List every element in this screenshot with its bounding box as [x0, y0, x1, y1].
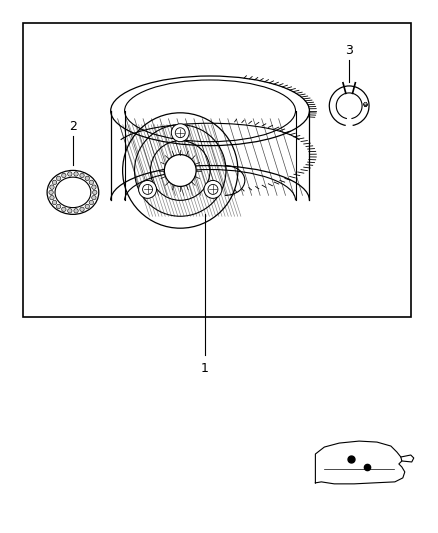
Text: 2: 2: [69, 119, 77, 133]
Circle shape: [364, 103, 367, 106]
Circle shape: [92, 196, 96, 200]
Circle shape: [364, 103, 367, 107]
Circle shape: [67, 172, 72, 176]
Circle shape: [74, 172, 78, 176]
Circle shape: [364, 102, 367, 105]
Circle shape: [74, 208, 78, 213]
Circle shape: [85, 176, 89, 181]
Text: 1: 1: [201, 362, 209, 375]
Circle shape: [364, 104, 367, 107]
Circle shape: [364, 103, 367, 106]
Circle shape: [364, 103, 367, 107]
Ellipse shape: [164, 155, 196, 187]
Circle shape: [364, 103, 367, 106]
Circle shape: [364, 102, 367, 105]
Circle shape: [57, 204, 61, 208]
Circle shape: [50, 185, 54, 189]
Circle shape: [364, 103, 367, 106]
Circle shape: [171, 124, 189, 142]
Circle shape: [364, 103, 367, 106]
Circle shape: [80, 173, 84, 177]
Circle shape: [364, 102, 367, 106]
Bar: [23, 23, 411, 317]
Circle shape: [62, 207, 66, 212]
Circle shape: [364, 103, 367, 106]
Circle shape: [67, 208, 72, 213]
Circle shape: [62, 173, 66, 177]
Circle shape: [49, 190, 53, 195]
Circle shape: [57, 176, 61, 181]
Text: 3: 3: [345, 44, 353, 57]
Circle shape: [53, 200, 57, 205]
Circle shape: [92, 185, 96, 189]
Circle shape: [92, 190, 97, 195]
Circle shape: [89, 180, 93, 184]
Circle shape: [80, 207, 84, 212]
Circle shape: [364, 103, 367, 107]
Circle shape: [204, 181, 222, 198]
Circle shape: [138, 181, 156, 198]
Circle shape: [364, 103, 367, 106]
Circle shape: [89, 200, 93, 205]
Circle shape: [50, 196, 54, 200]
Circle shape: [53, 180, 57, 184]
Circle shape: [85, 204, 89, 208]
Circle shape: [364, 102, 367, 106]
Circle shape: [364, 104, 367, 107]
